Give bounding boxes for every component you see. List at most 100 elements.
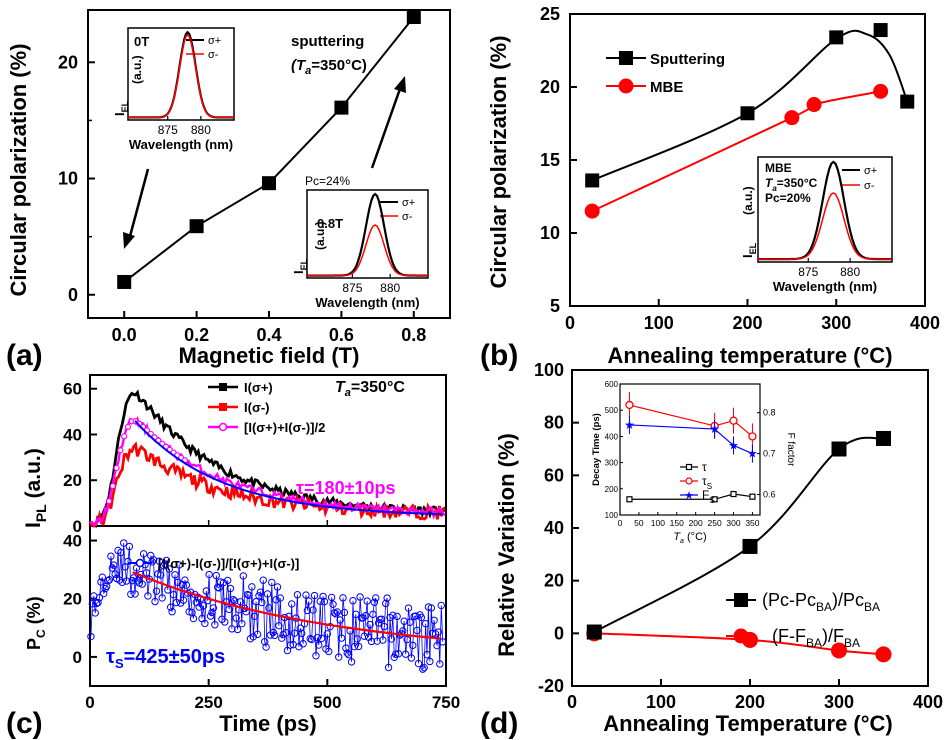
c-top-sum-marker bbox=[113, 464, 120, 472]
c-bottom-data-point bbox=[414, 659, 423, 668]
a-data-point bbox=[189, 219, 204, 234]
c-bottom-data-point bbox=[205, 570, 213, 579]
d-inset-xtick-label: 300 bbox=[726, 518, 740, 528]
c-bottom-data-point bbox=[157, 571, 165, 579]
c-bottom-data-point bbox=[252, 597, 260, 606]
d-inset-xtick-label: 150 bbox=[670, 518, 684, 528]
c-bottom-data-point bbox=[259, 576, 267, 584]
c-bottom-data-point bbox=[262, 643, 270, 651]
a-inset-ylabel: IEL bbox=[291, 258, 309, 274]
d-ytick-label: 80 bbox=[544, 413, 564, 433]
c-bottom-data-point bbox=[353, 635, 361, 643]
a-annotation-line1: sputtering bbox=[291, 33, 364, 50]
b-xtick-label: 300 bbox=[821, 313, 851, 333]
d-inset-series-line bbox=[629, 493, 753, 500]
d-ytick-label: -20 bbox=[538, 676, 564, 696]
b-sputtering-line bbox=[591, 29, 909, 182]
d-inset-legend-marker bbox=[685, 477, 693, 485]
c-bottom-data-point bbox=[434, 628, 443, 636]
d-legend-marker-pc bbox=[734, 593, 748, 607]
c-top-legend-label: [I(σ+)+I(σ-)]/2 bbox=[244, 420, 325, 435]
a-xtick-label: 0.0 bbox=[112, 325, 137, 345]
c-bottom-data-point bbox=[233, 625, 242, 634]
d-inset-ytick-right-label: 0.8 bbox=[763, 408, 776, 418]
c-bottom-data-point bbox=[272, 596, 280, 604]
d-inset-ytick-label: 500 bbox=[605, 406, 619, 415]
c-bottom-data-point bbox=[329, 600, 337, 608]
c-top-legend-label: I(σ+) bbox=[244, 380, 273, 395]
a-inset-xlabel: Wavelength (nm) bbox=[129, 137, 233, 152]
c-bottom-data-point bbox=[144, 592, 152, 600]
b-sputtering-point bbox=[873, 23, 888, 38]
d-inset-point bbox=[626, 496, 633, 503]
c-bottom-data-point bbox=[438, 638, 447, 646]
a-arrow-to-08T bbox=[370, 85, 403, 169]
d-inset-legend-marker bbox=[685, 463, 693, 471]
d-inset-legend-label-part: S bbox=[709, 496, 714, 505]
c-top-ylabel: IPL (a.u.) bbox=[22, 448, 49, 528]
c-bottom-data-point bbox=[97, 578, 105, 586]
c-bottom-data-point bbox=[221, 618, 229, 626]
c-bottom-data-point bbox=[344, 650, 353, 659]
c-top-sum-marker bbox=[121, 433, 128, 440]
c-bottom-data-point bbox=[369, 610, 377, 619]
c-bottom-data-point bbox=[206, 612, 215, 620]
c-bottom-data-point bbox=[313, 634, 322, 642]
c-bottom-data-point bbox=[426, 657, 434, 666]
b-sputtering-point bbox=[900, 94, 915, 109]
c-bottom-data-point bbox=[342, 644, 350, 652]
b-mbe-point bbox=[584, 203, 600, 219]
d-ytick-label: 40 bbox=[544, 518, 564, 538]
b-inset-legend-plus: σ+ bbox=[864, 165, 877, 177]
c-bottom-data-point bbox=[155, 557, 164, 565]
c-bottom-data-point bbox=[420, 663, 428, 672]
a-inset-legend-minus: σ- bbox=[208, 49, 219, 61]
d-inset-xtick-label: 200 bbox=[689, 518, 703, 528]
c-bottom-data-point bbox=[421, 619, 430, 628]
a-data-point bbox=[406, 9, 421, 24]
a-annotation-open: (T bbox=[291, 57, 307, 74]
c-bottom-ylabel-part: (%) bbox=[24, 596, 44, 629]
c-top-ytick-label: 20 bbox=[63, 471, 82, 490]
c-bottom-data-point bbox=[122, 577, 131, 585]
c-bottom-data-point bbox=[293, 591, 302, 599]
b-inset-xlabel: Wavelength (nm) bbox=[773, 279, 877, 294]
d-ytick-label: 100 bbox=[534, 360, 564, 380]
c-bottom-data-point bbox=[363, 597, 371, 605]
c-top-ylabel-part: PL bbox=[33, 504, 49, 522]
c-bottom-data-point bbox=[255, 592, 263, 600]
c-taus-tail: =425±50ps bbox=[124, 646, 226, 668]
a-inset-ylabel-part: I bbox=[291, 270, 306, 274]
c-bottom-data-point bbox=[278, 634, 286, 642]
c-bottom-data-point bbox=[117, 548, 125, 557]
c-bottom-data-point bbox=[303, 606, 312, 615]
c-bottom-data-point bbox=[169, 590, 178, 599]
c-xtick-label: 750 bbox=[432, 693, 460, 712]
c-bottom-data-point bbox=[362, 611, 370, 620]
d-pc-point bbox=[742, 538, 758, 554]
c-ta-T: T bbox=[335, 379, 346, 396]
d-xtick-label: 0 bbox=[567, 692, 577, 712]
a-inset-ylabel-part: EL bbox=[120, 100, 130, 112]
c-bottom-ylabel-part: P bbox=[24, 638, 44, 650]
c-bottom-data-point bbox=[406, 618, 414, 626]
c-bottom-data-point bbox=[335, 653, 343, 661]
a-data-point bbox=[117, 274, 132, 289]
c-top-sum-marker bbox=[124, 423, 132, 430]
b-inset-xtick-label: 880 bbox=[840, 265, 860, 279]
c-bottom-data-point bbox=[131, 590, 139, 598]
d-inset-legend-label-part: F bbox=[702, 488, 709, 502]
c-bottom-data-point bbox=[370, 598, 379, 606]
panel-label-b: (b) bbox=[480, 339, 518, 372]
c-bottom-data-point bbox=[95, 593, 104, 602]
b-ytick-label: 15 bbox=[540, 150, 560, 170]
b-mbe-point bbox=[873, 83, 889, 99]
c-bottom-data-point bbox=[296, 624, 304, 632]
d-inset-point: ★ bbox=[747, 447, 758, 461]
c-bottom-data-point bbox=[195, 603, 203, 611]
c-bottom-data-point bbox=[354, 642, 363, 651]
c-bottom-data-point bbox=[317, 634, 326, 643]
c-bottom-data-point bbox=[212, 571, 220, 580]
c-bottom-data-point bbox=[94, 598, 102, 607]
c-top-ytick-label: 60 bbox=[63, 380, 82, 399]
